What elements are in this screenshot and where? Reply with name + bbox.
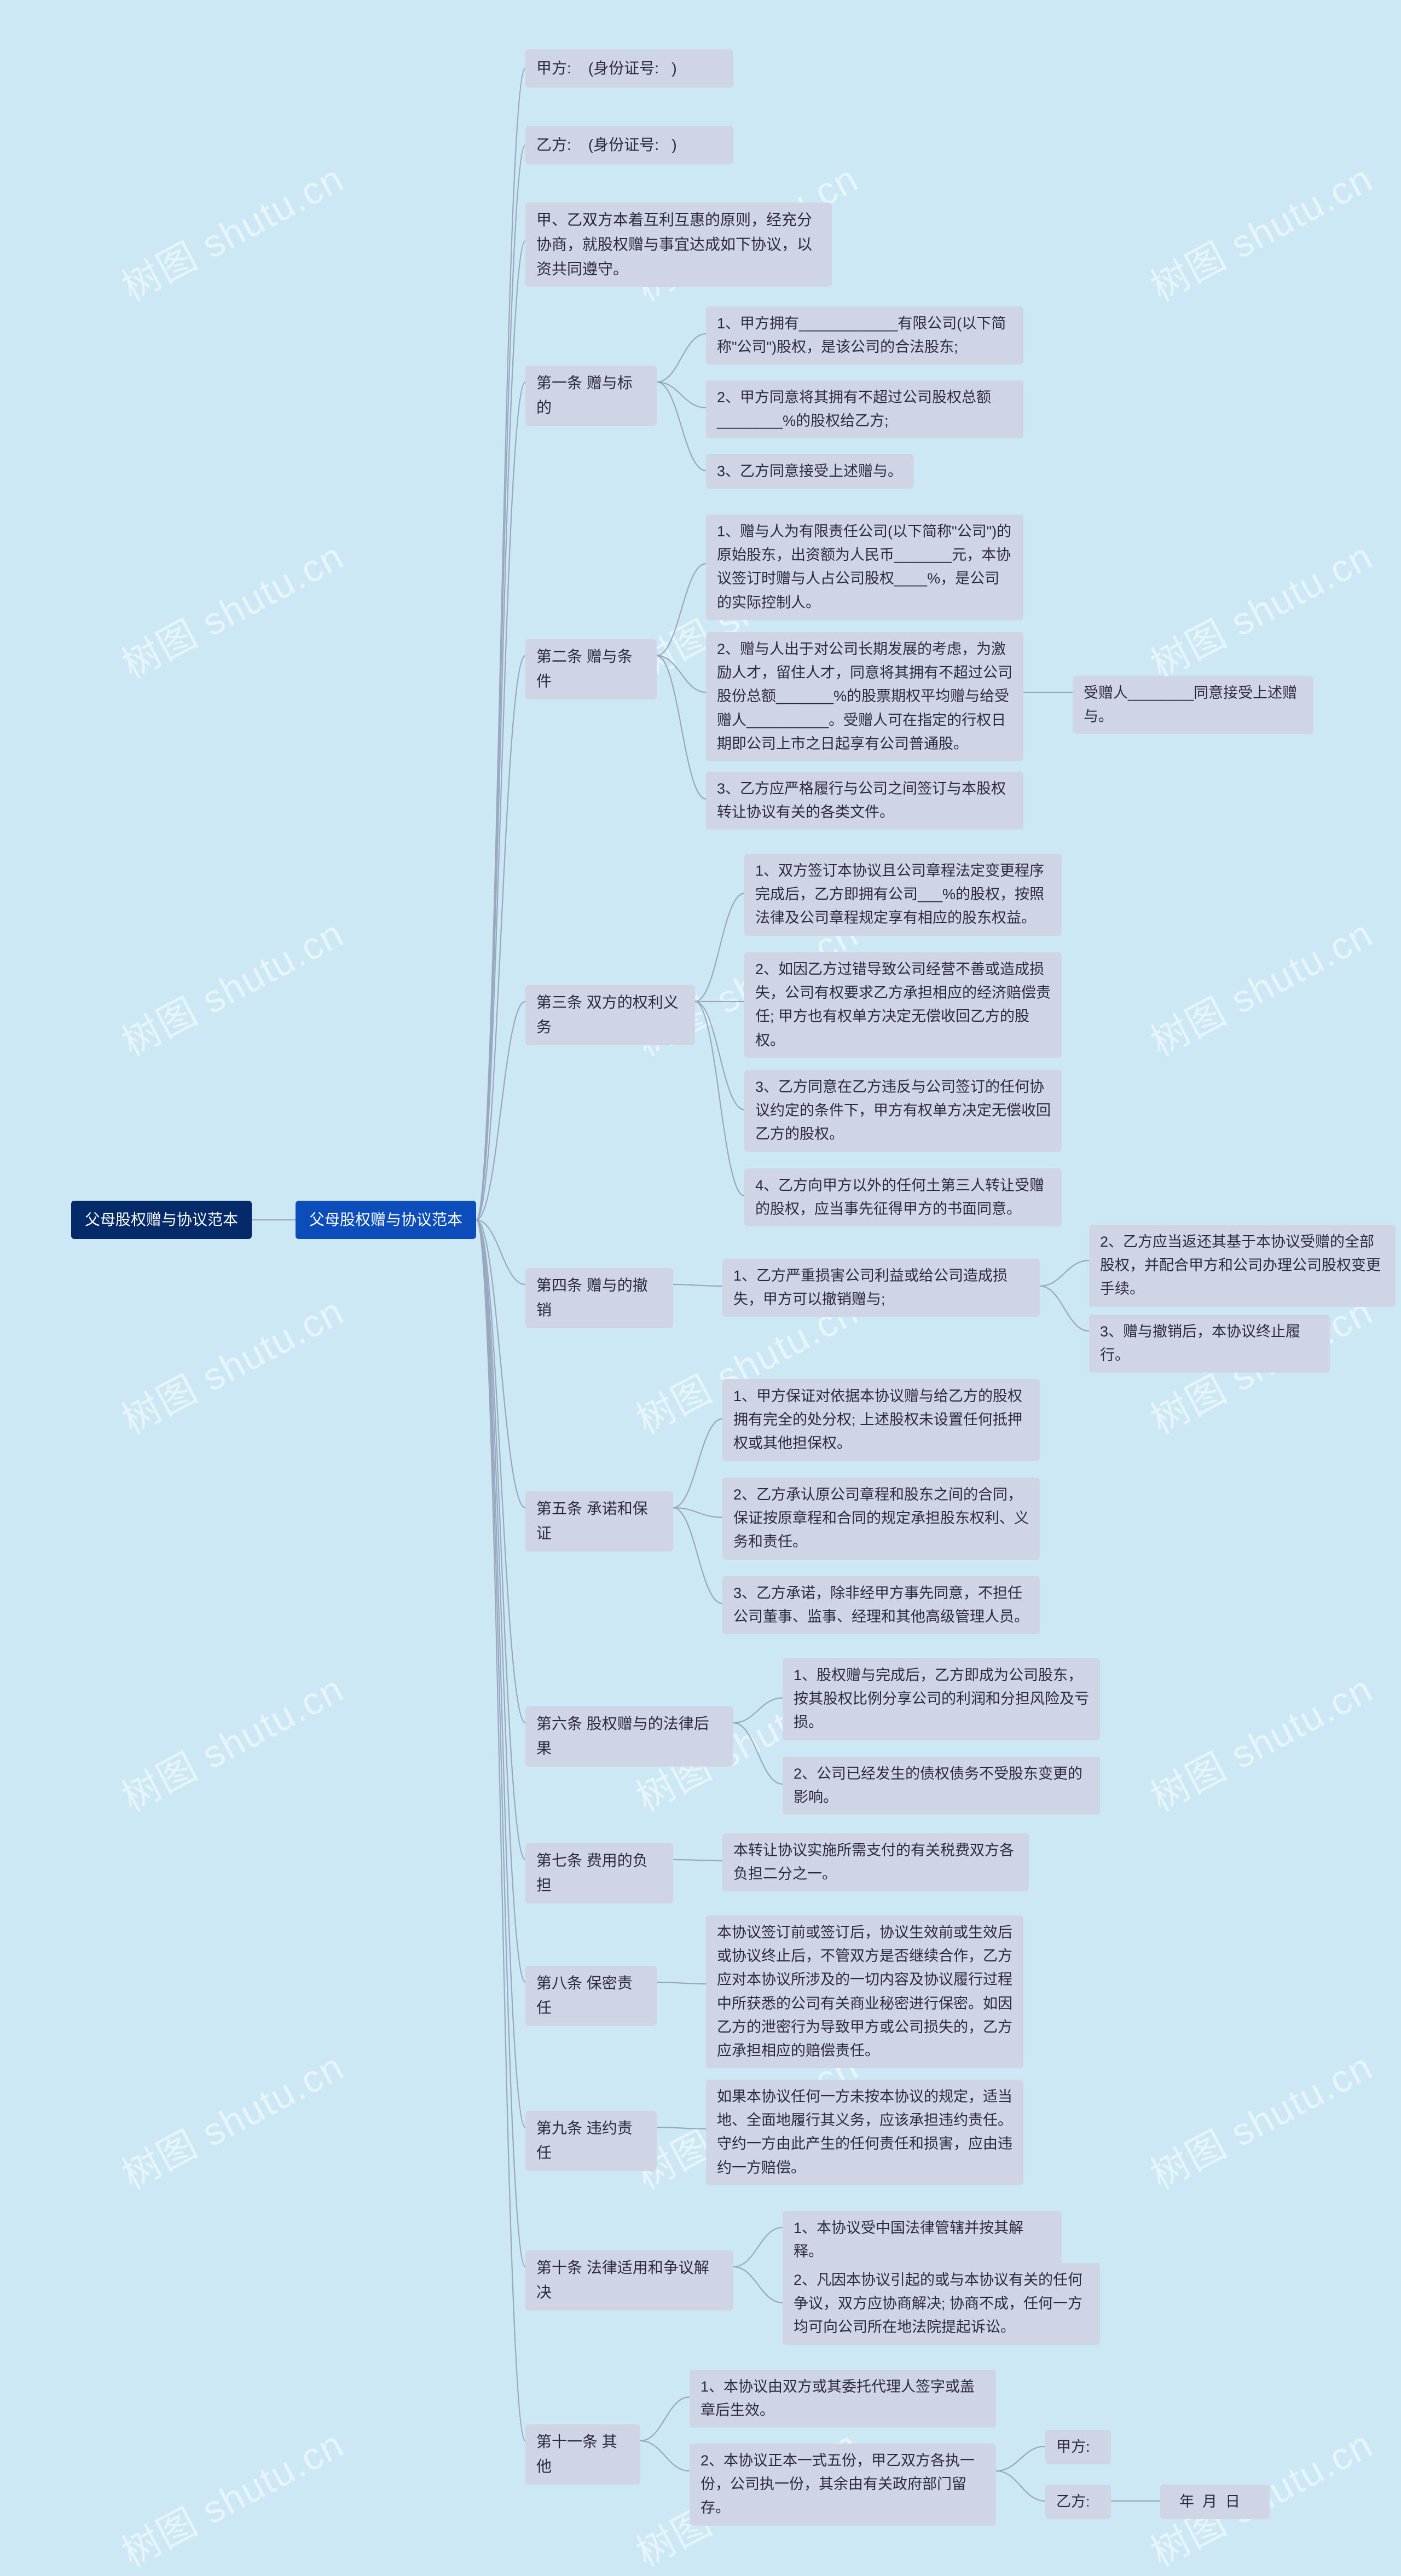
node-a9c1: 1、股权赠与完成后，乙方即成为公司股东，按其股权比例分享公司的利润和分担风险及亏… [783, 1658, 1100, 1740]
node-a4c3: 3、乙方同意接受上述赠与。 [706, 454, 914, 489]
node-a9: 第六条 股权赠与的法律后果 [525, 1706, 733, 1767]
node-a7c1x2: 3、赠与撤销后，本协议终止履行。 [1089, 1315, 1330, 1373]
node-a8c3: 3、乙方承诺，除非经甲方事先同意，不担任公司董事、监事、经理和其他高级管理人员。 [722, 1576, 1040, 1634]
node-a6c3: 3、乙方同意在乙方违反与公司签订的任何协议约定的条件下，甲方有权单方决定无偿收回… [744, 1070, 1062, 1152]
node-a1: 甲方: (身份证号: ) [525, 49, 733, 88]
node-a9c2: 2、公司已经发生的债权债务不受股东变更的影响。 [783, 1757, 1100, 1815]
node-a4: 第一条 赠与标的 [525, 366, 657, 426]
node-a14c1: 1、本协议由双方或其委托代理人签字或盖章后生效。 [690, 2370, 996, 2428]
node-a6c2: 2、如因乙方过错导致公司经营不善或造成损失，公司有权要求乙方承担相应的经济赔偿责… [744, 952, 1062, 1058]
nodes: 父母股权赠与协议范本 父母股权赠与协议范本 甲方: (身份证号: ) 乙方: (身份证… [0, 0, 1401, 2576]
node-a13c1: 1、本协议受中国法律管辖并按其解释。 [783, 2211, 1062, 2269]
node-a6c1: 1、双方签订本协议且公司章程法定变更程序完成后，乙方即拥有公司___%的股权，按… [744, 854, 1062, 936]
node-a14c2x1: 甲方: [1045, 2430, 1111, 2464]
node-a4c2: 2、甲方同意将其拥有不超过公司股权总额________%的股权给乙方; [706, 380, 1023, 438]
node-a8: 第五条 承诺和保证 [525, 1491, 673, 1552]
node-a3: 甲、乙双方本着互利互惠的原则，经充分协商，就股权赠与事宜达成如下协议，以资共同遵… [525, 202, 832, 287]
node-a13: 第十条 法律适用和争议解决 [525, 2250, 733, 2311]
node-a12c1: 如果本协议任何一方未按本协议的规定，适当地、全面地履行其义务，应该承担违约责任。… [706, 2080, 1023, 2185]
node-a12: 第九条 违约责任 [525, 2111, 657, 2171]
node-a6c4: 4、乙方向甲方以外的任何土第三人转让受赠的股权，应当事先征得甲方的书面同意。 [744, 1168, 1062, 1226]
mindmap-page: 树图 shutu.cn树图 shutu.cn树图 shutu.cn树图 shut… [0, 0, 1401, 2576]
node-a6: 第三条 双方的权利义务 [525, 985, 695, 1045]
node-a7c1: 1、乙方严重损害公司利益或给公司造成损失，甲方可以撤销赠与; [722, 1259, 1040, 1317]
node-a14c2x2: 乙方: [1045, 2485, 1111, 2519]
node-a7: 第四条 赠与的撤销 [525, 1268, 673, 1328]
node-a2: 乙方: (身份证号: ) [525, 126, 733, 164]
node-a11c1: 本协议签订前或签订后，协议生效前或生效后或协议终止后，不管双方是否继续合作，乙方… [706, 1915, 1023, 2068]
node-root: 父母股权赠与协议范本 [71, 1201, 252, 1239]
node-a11: 第八条 保密责任 [525, 1966, 657, 2026]
node-a14c2: 2、本协议正本一式五份，甲乙双方各执一份，公司执一份，其余由有关政府部门留存。 [690, 2444, 996, 2526]
node-a14c2x2d: 年 月 日 [1160, 2485, 1270, 2519]
node-a5c2: 2、赠与人出于对公司长期发展的考虑，为激励人才，留住人才，同意将其拥有不超过公司… [706, 632, 1023, 761]
node-a13c2: 2、凡因本协议引起的或与本协议有关的任何争议，双方应协商解决; 协商不成，任何一… [783, 2263, 1100, 2345]
node-a5: 第二条 赠与条件 [525, 639, 657, 699]
node-a5c1: 1、赠与人为有限责任公司(以下简称"公司")的原始股东，出资额为人民币_____… [706, 514, 1023, 620]
node-a4c1: 1、甲方拥有____________有限公司(以下简称"公司")股权，是该公司的… [706, 306, 1023, 364]
node-l1: 父母股权赠与协议范本 [296, 1201, 476, 1239]
node-a10c1: 本转让协议实施所需支付的有关税费双方各负担二分之一。 [722, 1833, 1029, 1891]
node-a5c3: 3、乙方应严格履行与公司之间签订与本股权转让协议有关的各类文件。 [706, 772, 1023, 830]
node-a8c2: 2、乙方承认原公司章程和股东之间的合同，保证按原章程和合同的规定承担股东权利、义… [722, 1478, 1040, 1560]
node-a5c2x: 受赠人________同意接受上述赠与。 [1073, 676, 1313, 734]
node-a10: 第七条 费用的负担 [525, 1843, 673, 1903]
node-a14: 第十一条 其他 [525, 2424, 640, 2485]
node-a8c1: 1、甲方保证对依据本协议赠与给乙方的股权拥有完全的处分权; 上述股权未设置任何抵… [722, 1379, 1040, 1461]
node-a7c1x1: 2、乙方应当返还其基于本协议受赠的全部股权，并配合甲方和公司办理公司股权变更手续… [1089, 1225, 1396, 1307]
